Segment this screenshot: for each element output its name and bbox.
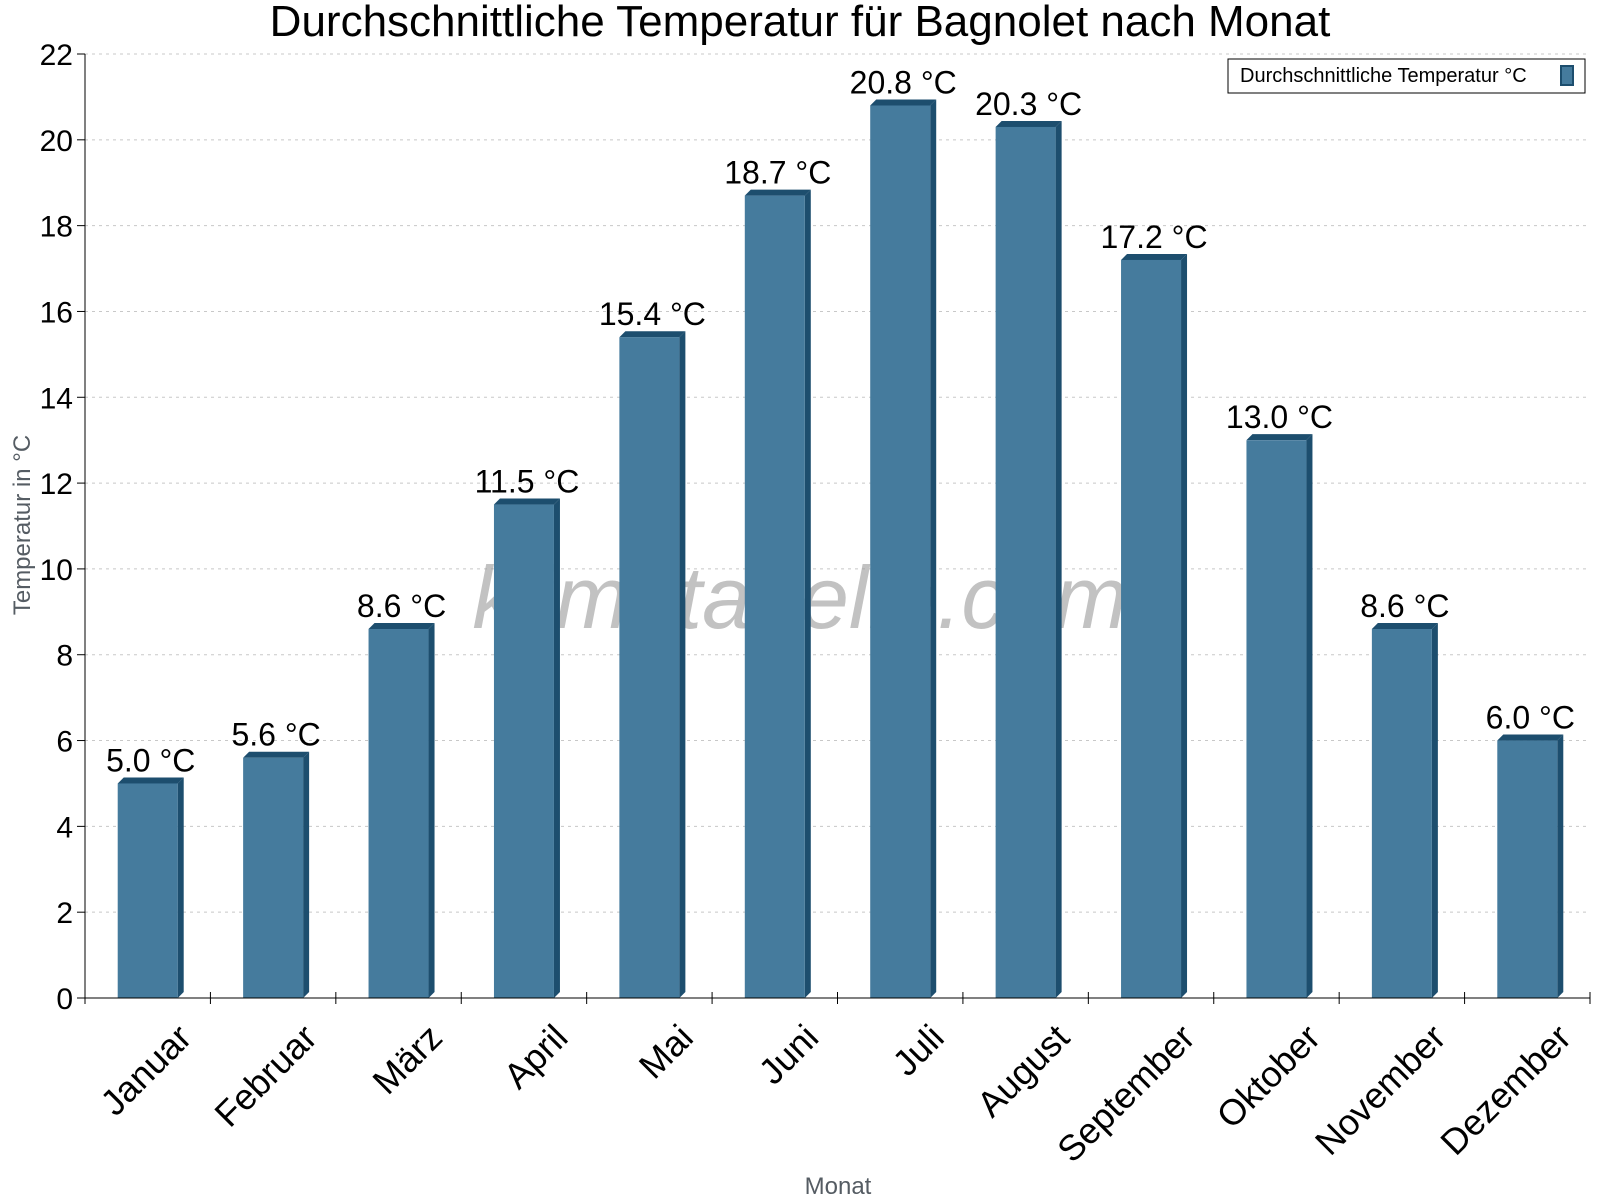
bar-front-face xyxy=(117,783,178,998)
x-tick-label: Dezember xyxy=(1432,1016,1578,1162)
x-tick-label: November xyxy=(1307,1016,1453,1162)
bar-top-face xyxy=(1121,253,1188,260)
data-label: 20.8 °C xyxy=(850,64,957,100)
bar-top-face xyxy=(117,777,184,784)
y-tick-label: 0 xyxy=(56,983,73,1016)
y-tick-label: 18 xyxy=(40,211,73,244)
bar-top-face xyxy=(1246,434,1313,441)
bar-juni xyxy=(744,189,811,999)
x-tick-label: August xyxy=(969,1016,1077,1124)
data-label: 8.6 °C xyxy=(1360,588,1449,624)
y-tick-label: 16 xyxy=(40,296,73,329)
y-tick-label: 8 xyxy=(56,640,73,673)
bar-front-face xyxy=(368,628,429,998)
bar-series xyxy=(117,99,1564,999)
y-tick-label: 10 xyxy=(40,554,73,587)
x-tick-label: September xyxy=(1049,1016,1203,1170)
bar-februar xyxy=(243,751,310,998)
bar-mai xyxy=(619,331,686,998)
y-tick-label: 14 xyxy=(40,382,73,415)
bar-september xyxy=(1121,253,1188,999)
data-label: 18.7 °C xyxy=(724,155,831,191)
x-tick-label: Juni xyxy=(751,1016,827,1092)
x-axis-label: Monat xyxy=(805,1173,872,1200)
bar-november xyxy=(1371,622,1438,998)
data-label: 11.5 °C xyxy=(475,464,580,500)
legend-swatch xyxy=(1560,65,1574,86)
data-label: 6.0 °C xyxy=(1486,700,1575,736)
data-label: 17.2 °C xyxy=(1101,219,1208,255)
bar-side-face xyxy=(1557,734,1564,998)
data-labels: 5.0 °C 5.6 °C 8.6 °C 11.5 °C 15.4 °C 18.7 °C 2… xyxy=(106,64,1575,778)
data-label: 8.6 °C xyxy=(357,588,446,624)
bar-top-face xyxy=(493,498,560,505)
x-tick-label: Januar xyxy=(92,1016,199,1123)
grid-lines xyxy=(85,53,1590,913)
y-axis-label: Temperatur in °C xyxy=(9,435,36,615)
data-label: 20.3 °C xyxy=(975,86,1082,122)
bar-juli xyxy=(870,99,937,998)
bar-top-face xyxy=(1497,734,1564,741)
bar-front-face xyxy=(1121,259,1182,998)
bar-front-face xyxy=(870,105,931,998)
bar-side-face xyxy=(1181,253,1188,999)
bar-side-face xyxy=(1055,120,1062,999)
bar-front-face xyxy=(619,337,680,998)
y-tick-labels: 0 2 4 6 8 10 12 14 16 18 20 22 xyxy=(40,39,73,1016)
chart-title: Durchschnittliche Temperatur für Bagnole… xyxy=(270,0,1331,46)
legend-box xyxy=(1227,58,1586,94)
legend-label: Durchschnittliche Temperatur °C xyxy=(1240,65,1527,87)
bar-oktober xyxy=(1246,434,1313,998)
x-tick-label: Februar xyxy=(206,1016,324,1134)
axes xyxy=(77,53,1591,1004)
bar-side-face xyxy=(303,751,310,998)
bar-side-face xyxy=(679,331,686,998)
x-tick-labels: Januar Februar März April Mai Juni Juli AugustS… xyxy=(92,1016,1578,1170)
x-tick-label: Mai xyxy=(631,1016,701,1086)
y-tick-label: 20 xyxy=(40,125,73,158)
bar-front-face xyxy=(243,757,304,998)
bar-top-face xyxy=(368,622,435,629)
x-tick-label: Oktober xyxy=(1208,1016,1328,1136)
y-tick-label: 2 xyxy=(56,897,73,930)
bar-april xyxy=(493,498,560,998)
data-label: 15.4 °C xyxy=(599,296,706,332)
bar-top-face xyxy=(1371,622,1438,629)
bar-front-face xyxy=(493,504,554,998)
y-tick-label: 4 xyxy=(56,811,73,844)
bar-januar xyxy=(117,777,184,998)
bar-top-face xyxy=(995,120,1062,127)
data-label: 13.0 °C xyxy=(1226,399,1333,435)
bar-front-face xyxy=(1371,628,1432,998)
bar-august xyxy=(995,120,1062,999)
bar-side-face xyxy=(804,189,811,999)
bar-top-face xyxy=(619,331,686,338)
bar-side-face xyxy=(177,777,184,998)
bar-top-face xyxy=(870,99,937,106)
bar-side-face xyxy=(1306,434,1313,998)
bar-top-face xyxy=(744,189,811,196)
bar-front-face xyxy=(744,195,805,999)
data-label: 5.0 °C xyxy=(106,742,195,778)
data-label: 5.6 °C xyxy=(231,717,320,753)
bar-front-face xyxy=(995,126,1056,999)
bar-side-face xyxy=(1431,622,1438,998)
bar-side-face xyxy=(553,498,560,998)
legend: Durchschnittliche Temperatur °C xyxy=(1227,58,1586,94)
y-tick-label: 12 xyxy=(40,468,73,501)
x-tick-label: April xyxy=(496,1016,576,1096)
bar-front-face xyxy=(1497,740,1558,998)
bar-side-face xyxy=(930,99,937,998)
x-tick-label: März xyxy=(364,1016,450,1102)
bar-top-face xyxy=(243,751,310,758)
y-tick-label: 22 xyxy=(40,39,73,72)
bar-dezember xyxy=(1497,734,1564,998)
bar-side-face xyxy=(428,622,435,998)
bar-märz xyxy=(368,622,435,998)
bar-front-face xyxy=(1246,440,1307,998)
x-tick-label: Juli xyxy=(884,1016,951,1083)
y-tick-label: 6 xyxy=(56,726,73,759)
